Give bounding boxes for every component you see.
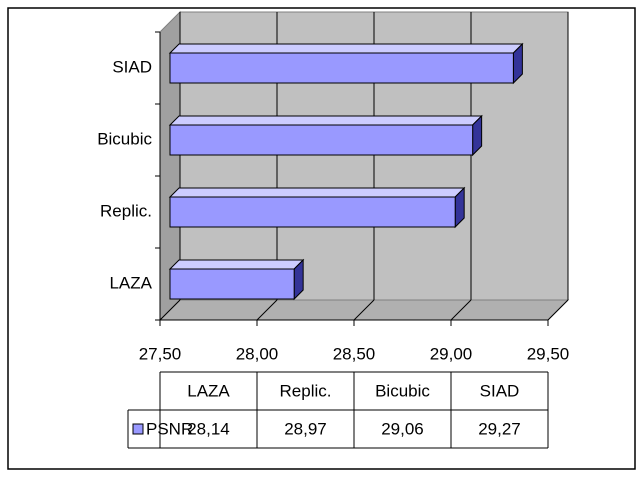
bar-top xyxy=(168,115,483,126)
grid-line xyxy=(159,299,181,321)
y-tick-label: SIAD xyxy=(112,57,152,76)
table-header: Bicubic xyxy=(375,381,430,400)
table-value: 29,27 xyxy=(478,419,521,438)
y-tick-label: LAZA xyxy=(109,273,152,292)
bar xyxy=(168,114,483,157)
bar xyxy=(168,258,305,301)
grid-line xyxy=(547,299,569,321)
bar-top xyxy=(168,259,305,270)
bar-front xyxy=(169,196,456,228)
bar-front xyxy=(169,52,514,84)
y-tick-label: Replic. xyxy=(100,201,152,220)
x-tick-label: 29,00 xyxy=(430,344,473,363)
grid-line xyxy=(353,299,375,321)
table-value: 29,06 xyxy=(381,419,424,438)
grid-line xyxy=(256,299,278,321)
x-tick-label: 27,50 xyxy=(139,344,182,363)
grid-line xyxy=(450,299,472,321)
bar xyxy=(168,186,466,229)
x-tick-label: 28,00 xyxy=(236,344,279,363)
table-value: 28,14 xyxy=(187,419,230,438)
x-tick-label: 28,50 xyxy=(333,344,376,363)
table-header: Replic. xyxy=(280,381,332,400)
table-header: SIAD xyxy=(480,381,520,400)
bar-top xyxy=(168,187,466,198)
bar-front xyxy=(169,268,295,300)
legend-key xyxy=(132,423,144,435)
table-header: LAZA xyxy=(187,381,230,400)
y-tick-label: Bicubic xyxy=(97,129,152,148)
x-tick-label: 29,50 xyxy=(527,344,570,363)
bar-top xyxy=(168,43,524,54)
legend-label: PSNR xyxy=(146,419,193,438)
table-value: 28,97 xyxy=(284,419,327,438)
bar xyxy=(168,42,524,85)
bar-front xyxy=(169,124,474,156)
